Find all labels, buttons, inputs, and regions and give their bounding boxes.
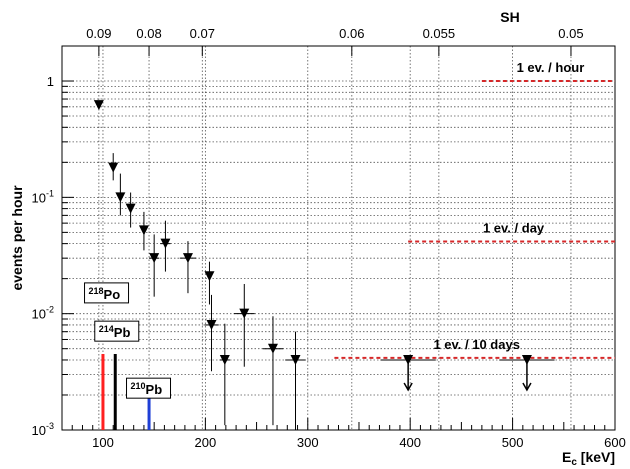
top-axis-label: SH bbox=[500, 9, 519, 25]
data-point bbox=[108, 162, 119, 173]
limit-arrow-head bbox=[522, 382, 532, 392]
data-point bbox=[93, 100, 104, 111]
y-tick-label: 10-3 bbox=[32, 421, 54, 438]
reference-line-label: 1 ev. / 10 days bbox=[433, 337, 520, 352]
isotope-mass: 218 bbox=[89, 286, 104, 296]
y-tick-exponent: -3 bbox=[46, 421, 54, 431]
data-point bbox=[206, 319, 217, 330]
data-point bbox=[160, 238, 171, 249]
top-tick-label: 0.08 bbox=[136, 26, 161, 41]
isotope-element: Pb bbox=[146, 382, 163, 397]
y-tick-exponent: -1 bbox=[46, 188, 54, 198]
limit-arrow-head bbox=[403, 382, 413, 392]
y-tick-label: 10-1 bbox=[32, 188, 54, 205]
top-tick-label: 0.055 bbox=[423, 26, 456, 41]
ticks: 100 200 300 400 500 600 0.09 0.08 0.07 0.06 0.055 0… bbox=[32, 26, 626, 450]
data-point bbox=[204, 271, 215, 282]
isotope-mass: 214 bbox=[99, 324, 114, 334]
upper-limits bbox=[380, 354, 555, 392]
top-tick-label: 0.05 bbox=[558, 26, 583, 41]
data-point bbox=[125, 203, 136, 214]
data-point bbox=[239, 308, 250, 319]
data-points bbox=[93, 100, 306, 430]
data-point bbox=[267, 343, 278, 354]
y-tick-base: 10 bbox=[32, 423, 46, 438]
y-tick-base: 10 bbox=[32, 190, 46, 205]
x-tick-label: 400 bbox=[399, 435, 421, 450]
x-tick-label: 600 bbox=[604, 435, 626, 450]
data-point bbox=[290, 354, 301, 365]
top-tick-label: 0.09 bbox=[86, 26, 111, 41]
y-tick-exponent: -2 bbox=[46, 305, 54, 315]
data-point bbox=[149, 253, 160, 264]
x-axis-title-main: E bbox=[562, 449, 571, 465]
top-tick-label: 0.06 bbox=[339, 26, 364, 41]
isotope-mass: 210 bbox=[131, 381, 146, 391]
data-point bbox=[182, 253, 193, 264]
isotope-label-box bbox=[84, 282, 130, 304]
reference-line-label: 1 ev. / hour bbox=[517, 60, 585, 75]
data-point bbox=[138, 225, 149, 236]
isotope-label: 218Po bbox=[89, 286, 121, 302]
data-point bbox=[219, 354, 230, 365]
x-axis-title-unit: [keV] bbox=[577, 449, 615, 465]
isotope-label-box bbox=[126, 377, 172, 399]
isotope-element: Pb bbox=[114, 325, 131, 340]
x-axis-title-sub: c bbox=[571, 457, 577, 468]
y-axis-title: events per hour bbox=[9, 185, 25, 291]
data-point bbox=[115, 192, 126, 203]
reference-lines: 1 ev. / hour 1 ev. / day 1 ev. / 10 days bbox=[334, 60, 615, 359]
x-tick-label: 300 bbox=[297, 435, 319, 450]
x-axis-title: Ec [keV] bbox=[562, 449, 615, 468]
x-tick-label: 100 bbox=[92, 435, 114, 450]
isotope-label: 214Pb bbox=[99, 324, 131, 340]
x-tick-label: 200 bbox=[195, 435, 217, 450]
grid bbox=[62, 46, 615, 430]
y-tick-base: 10 bbox=[32, 307, 46, 322]
reference-line-label: 1 ev. / day bbox=[483, 221, 545, 236]
y-tick-label: 1 bbox=[47, 74, 54, 89]
top-tick-label: 0.07 bbox=[190, 26, 215, 41]
isotope-label-box bbox=[94, 320, 140, 342]
y-tick-label: 10-2 bbox=[32, 305, 54, 322]
isotope-label: 210Pb bbox=[131, 381, 163, 397]
x-tick-label: 500 bbox=[502, 435, 524, 450]
isotope-element: Po bbox=[104, 287, 121, 302]
plot-frame bbox=[61, 45, 616, 431]
